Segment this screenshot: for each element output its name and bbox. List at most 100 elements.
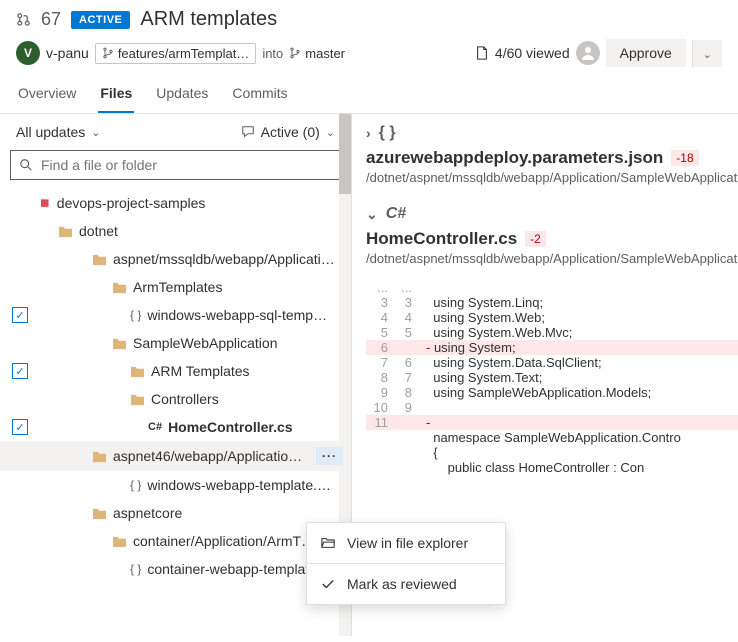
code-line: 33 using System.Linq; xyxy=(366,295,738,310)
json-icon: { } xyxy=(130,308,141,322)
comments-filter-label: Active (0) xyxy=(261,124,320,140)
code-diff: ...... 33 using System.Linq;44 using Sys… xyxy=(366,280,738,475)
code-line: 109 xyxy=(366,400,738,415)
source-branch[interactable]: features/armTemplat… xyxy=(95,43,257,64)
folder-icon xyxy=(92,507,107,520)
code-line: 6using System; xyxy=(366,340,738,355)
folder-node[interactable]: ArmTemplates xyxy=(0,273,351,301)
file-icon xyxy=(475,46,489,60)
into-label: into xyxy=(262,46,283,61)
code-line: ...... xyxy=(366,280,738,295)
pr-number: 67 xyxy=(41,9,61,30)
tree-label: aspnet/mssqldb/webapp/Applicati… xyxy=(113,251,343,267)
chevron-down-icon: ⌄ xyxy=(326,126,335,139)
folder-node[interactable]: aspnet/mssqldb/webapp/Applicati… xyxy=(0,245,351,273)
folder-icon xyxy=(112,337,127,350)
target-branch[interactable]: master xyxy=(289,44,345,63)
folder-node[interactable]: aspnet46/webapp/Applicatio…··· xyxy=(0,441,351,471)
approve-dropdown[interactable]: ⌄ xyxy=(692,40,722,67)
reviewed-checkbox[interactable]: ✓ xyxy=(12,363,28,379)
code-line: public class HomeController : Con xyxy=(366,460,738,475)
approve-button[interactable]: Approve xyxy=(606,39,686,67)
pr-icon xyxy=(16,12,31,27)
code-line: namespace SampleWebApplication.Contro xyxy=(366,430,738,445)
folder-node[interactable]: aspnetcore xyxy=(0,499,351,527)
tab-files[interactable]: Files xyxy=(98,75,134,113)
lang-icon: { } xyxy=(379,124,396,142)
file-node[interactable]: { } windows-webapp-template.… xyxy=(0,471,351,499)
folder-node[interactable]: ✓ ARM Templates xyxy=(0,357,351,385)
target-branch-label: master xyxy=(305,46,345,61)
approve-label: Approve xyxy=(620,45,672,61)
folder-open-icon xyxy=(321,536,335,550)
reviewed-checkbox[interactable]: ✓ xyxy=(12,419,28,435)
pr-header: 67 ACTIVE ARM templates xyxy=(0,0,738,35)
file-block: ⌄ C# HomeController.cs-2/dotnet/aspnet/ms… xyxy=(366,205,738,475)
file-name[interactable]: HomeController.cs-2 xyxy=(366,229,738,249)
code-line: 11 xyxy=(366,415,738,430)
json-icon: { } xyxy=(130,478,141,492)
ctx-view-in-file-explorer[interactable]: View in file explorer xyxy=(307,523,505,563)
search-box[interactable] xyxy=(10,150,341,180)
file-node[interactable]: { }container-webapp-templat… xyxy=(0,555,351,583)
diff-badge: -18 xyxy=(671,150,698,166)
folder-node[interactable]: SampleWebApplication xyxy=(0,329,351,357)
code-line: 76 using System.Data.SqlClient; xyxy=(366,355,738,370)
file-name[interactable]: azurewebappdeploy.parameters.json-18 xyxy=(366,148,738,168)
user-menu-icon[interactable] xyxy=(576,41,600,65)
tab-commits[interactable]: Commits xyxy=(230,75,289,113)
reviewed-checkbox[interactable]: ✓ xyxy=(12,307,28,323)
branch-icon xyxy=(289,47,301,59)
folder-icon xyxy=(92,253,107,266)
file-node[interactable]: ✓ { } windows-webapp-sql-temp… xyxy=(0,301,351,329)
code-line: 98 using SampleWebApplication.Models; xyxy=(366,385,738,400)
lang-icon: C# xyxy=(386,205,406,223)
folder-node[interactable]: dotnet xyxy=(0,217,351,245)
tree-label: aspnetcore xyxy=(113,505,343,521)
search-icon xyxy=(19,158,33,172)
search-input[interactable] xyxy=(41,157,332,173)
updates-filter-label: All updates xyxy=(16,124,85,140)
check-icon xyxy=(321,577,335,591)
tree-label: SampleWebApplication xyxy=(133,335,343,351)
tab-overview[interactable]: Overview xyxy=(16,75,78,113)
tree-label: HomeController.cs xyxy=(168,419,343,435)
tree-label: ARM Templates xyxy=(151,363,343,379)
chevron-down-icon: ⌄ xyxy=(366,206,378,223)
source-branch-label: features/armTemplat… xyxy=(118,46,250,61)
context-menu: View in file explorer Mark as reviewed xyxy=(306,522,506,605)
code-line: 55 using System.Web.Mvc; xyxy=(366,325,738,340)
json-icon: { } xyxy=(130,562,141,576)
folder-node[interactable]: container/Application/ArmT… xyxy=(0,527,351,555)
branch-icon xyxy=(102,47,114,59)
username[interactable]: v-panu xyxy=(46,45,89,61)
diff-badge: -2 xyxy=(525,231,546,247)
file-node[interactable]: ✓C#HomeController.cs xyxy=(0,413,351,441)
ctx-label: Mark as reviewed xyxy=(347,576,457,592)
repo-root[interactable]: ◆devops-project-samples xyxy=(0,188,351,217)
comments-filter[interactable]: Active (0) ⌄ xyxy=(241,124,335,140)
tree-label: Controllers xyxy=(151,391,343,407)
updates-filter[interactable]: All updates ⌄ xyxy=(16,124,101,140)
file-path: /dotnet/aspnet/mssqldb/webapp/Applicatio… xyxy=(366,251,738,266)
folder-node[interactable]: Controllers xyxy=(0,385,351,413)
tree-label: windows-webapp-template.… xyxy=(147,477,343,493)
tree-label: windows-webapp-sql-temp… xyxy=(147,307,343,323)
file-tree: ◆devops-project-samples dotnet aspnet/mssq… xyxy=(0,188,351,636)
pr-subheader: V v-panu features/armTemplat… into maste… xyxy=(0,35,738,75)
folder-icon xyxy=(92,450,107,463)
more-button[interactable]: ··· xyxy=(316,447,343,465)
code-line: 44 using System.Web; xyxy=(366,310,738,325)
folder-icon xyxy=(112,535,127,548)
pr-title: ARM templates xyxy=(140,8,277,31)
folder-icon xyxy=(112,281,127,294)
tab-updates[interactable]: Updates xyxy=(154,75,210,113)
file-header[interactable]: ⌄ C# xyxy=(366,205,738,223)
avatar[interactable]: V xyxy=(16,41,40,65)
ctx-mark-as-reviewed[interactable]: Mark as reviewed xyxy=(307,563,505,604)
repo-icon: ◆ xyxy=(36,193,56,213)
code-line: { xyxy=(366,445,738,460)
tree-label: dotnet xyxy=(79,223,343,239)
file-header[interactable]: › { } xyxy=(366,124,738,142)
file-block: › { } azurewebappdeploy.parameters.json-1… xyxy=(366,124,738,185)
